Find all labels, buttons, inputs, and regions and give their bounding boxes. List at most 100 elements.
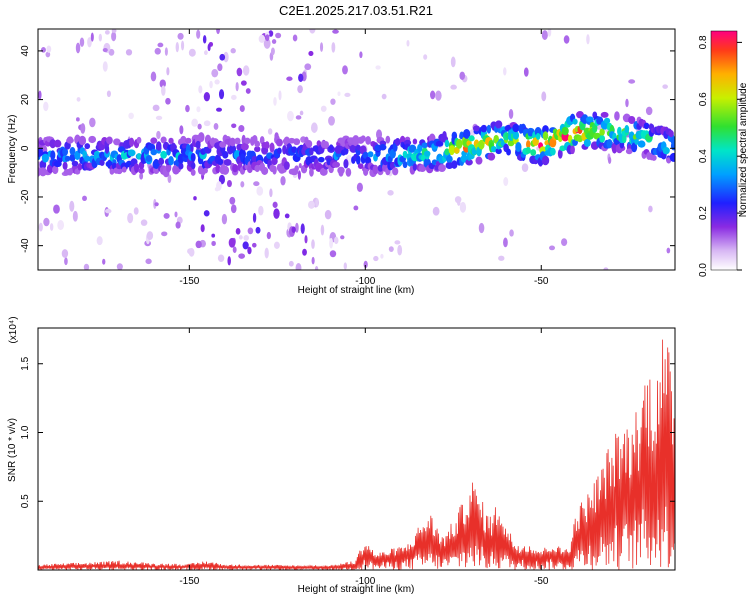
spectrogram-cell [579,123,586,131]
spectrogram-cell [252,212,257,223]
spectrogram-cell [127,212,134,224]
spectrogram-cell [102,258,106,265]
spectrogram-cell [203,120,211,127]
spectrogram-cell [329,250,337,258]
spectrogram-cell [96,236,103,246]
spectrogram-cell [324,209,332,220]
spectrogram-cell [493,134,499,144]
spectrogram-cell [150,71,157,82]
spectrogram-cell [622,133,627,144]
spectrogram-cell [541,91,547,102]
spectrogram-cell [264,247,269,259]
spectrogram-cell [229,137,236,147]
spectrogram-cell [104,144,110,154]
spectrogram-cell [465,159,473,166]
spectrogram-cell [669,152,675,162]
spectrogram-cell [304,63,312,71]
spectrogram-cell [152,104,160,112]
spectrogram-cell [213,122,219,130]
spectrogram-cell [478,222,485,234]
spectrogram-cell [456,138,463,149]
spectrogram-cell [331,42,336,53]
spectrogram-cell [345,167,352,177]
spectrogram-cell [446,155,453,163]
spectrogram-cell [53,204,60,214]
spectrogram-cell [106,90,111,98]
spectrogram-cell [254,140,261,148]
spectrogram-cell [185,137,192,144]
spectrogram-cell [240,181,245,188]
spectrogram-cell [258,34,266,43]
spectrogram-cell [269,142,275,153]
spectrogram-cell [179,125,184,135]
spectrogram-cell [150,148,158,156]
spectrogram-cell [625,148,633,155]
spectrogram-cell [342,65,348,75]
spectrogram-cell [156,130,161,140]
spectrogram-cell [238,235,243,240]
spectrogram-cell [78,135,87,146]
spectrogram-cell [408,144,417,153]
spectrogram-cell [670,136,675,146]
spectrogram-cell [242,65,250,76]
spectrogram-cell [211,233,216,238]
spectrogram-cell [423,54,428,60]
spectrogram-cell [191,118,199,127]
spectrogram-cell [43,217,50,227]
spectrogram-cell [214,79,220,85]
spectrogram-cell [486,124,492,134]
spectrogram-cell [38,222,43,232]
spectrogram-cell [54,139,62,148]
x-tick-label: -50 [534,576,549,587]
snr-y-scale-note: (x10⁴) [8,316,19,343]
spectrogram-cell [329,237,334,249]
spectrogram-cell [82,195,87,202]
spectrogram-cell [637,140,646,148]
spectrogram-cell [515,142,522,153]
spectrogram-cell [606,139,613,149]
spectrogram-cell [651,154,657,161]
spectrogram-cell [166,67,170,76]
colorbar-tick-label: 0.2 [698,206,709,220]
spectrogram-cell [200,224,205,233]
spectrogram-cell [229,196,236,205]
spectrogram-cell [261,166,269,175]
spectrogram-cell [323,141,329,147]
spectrogram-cell [159,79,166,88]
spectrogram-cell [394,138,401,146]
spectrogram-cell [459,201,467,213]
spectrogram-cell [614,111,620,121]
spectrogram-cell [84,143,91,150]
spectrogram-cell [299,110,304,116]
spectrogram-cell [49,139,57,149]
spectrogram-cell [617,126,622,136]
spectrogram-cell [170,143,177,151]
spectrogram-cell [309,167,314,177]
spectrogram-cell [49,223,54,231]
spectrogram-cell [583,138,591,147]
spectrogram-cell [355,155,361,165]
spectrogram-cell [487,152,496,161]
spectrogram-cell [308,200,315,209]
spectrogram-cell [64,257,68,266]
spectrogram-cell [41,153,49,163]
spectrogram-cell [128,112,134,120]
spectrogram-cell [305,139,313,148]
spectrogram-cell [266,231,271,240]
spectrogram-cell [69,153,76,162]
spectrogram-cell [471,147,477,156]
spectrogram-cell [219,53,226,61]
spectrogram-cell [503,67,507,76]
spectrogram-cell [355,144,361,151]
spectrogram-cell [190,162,196,170]
spectrogram-cell [38,90,42,100]
spectrogram-cell [607,156,612,164]
spectrogram-cell [402,150,408,159]
spectrogram-cell [272,201,278,208]
spectrogram-cell [69,200,75,212]
spectrogram-cell [586,34,590,45]
spectrogram-cell [129,137,135,147]
spectrogram-cell [152,159,161,169]
spectrogram-panel: -150 -100 -50 -40 -20 0 20 40 Height of straig… [7,28,676,296]
spectrogram-cell [38,146,43,157]
